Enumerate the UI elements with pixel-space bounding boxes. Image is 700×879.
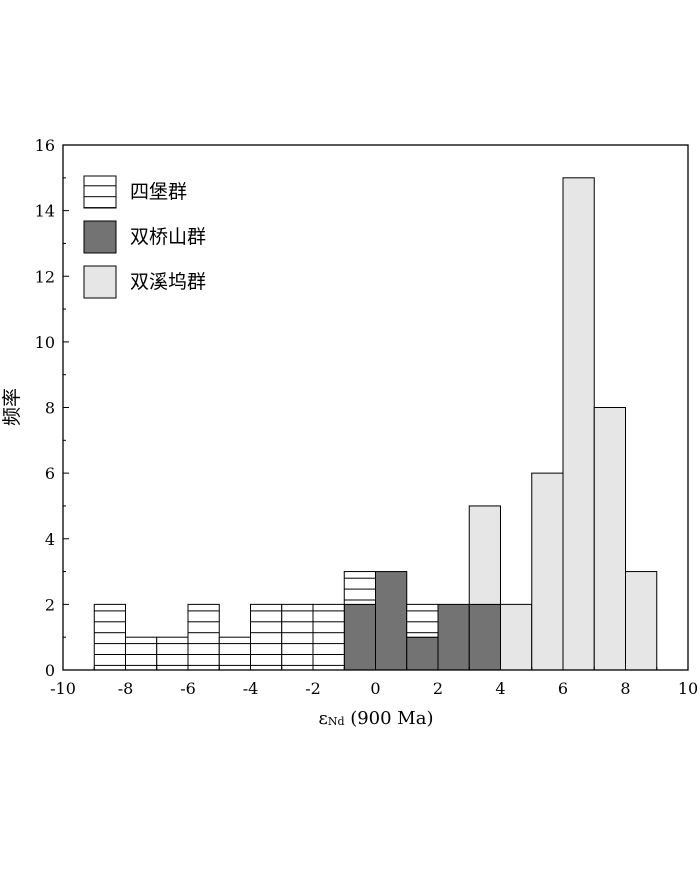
y-tick-label: 12 <box>35 267 55 286</box>
bar <box>562 177 595 671</box>
bar <box>93 603 126 671</box>
legend-swatch <box>83 220 117 254</box>
x-axis-label: εNd (900 Ma) <box>318 708 433 729</box>
legend-swatch <box>83 175 117 209</box>
bar <box>156 636 189 671</box>
legend-label: 双桥山群 <box>130 226 206 248</box>
x-axis-label-symbol: ε <box>318 708 327 729</box>
bar <box>593 407 626 671</box>
bars-layer <box>93 177 658 671</box>
bar <box>312 603 345 671</box>
bar <box>375 571 408 671</box>
x-tick-label: 2 <box>433 679 443 698</box>
x-tick-label: -4 <box>243 679 259 698</box>
x-tick-label: 6 <box>558 679 568 698</box>
x-axis-label-subscript: Nd <box>328 715 345 728</box>
x-tick-label: 10 <box>678 679 698 698</box>
y-tick-label: 8 <box>45 399 55 418</box>
x-tick-label: -8 <box>118 679 134 698</box>
legend-label: 双溪坞群 <box>130 271 206 293</box>
bar <box>406 603 439 638</box>
bar <box>437 603 470 671</box>
bar <box>500 603 533 671</box>
bar <box>343 603 376 671</box>
y-tick-label: 14 <box>35 202 55 221</box>
x-tick-label: 8 <box>620 679 630 698</box>
bar <box>531 472 564 671</box>
x-tick-label: 0 <box>370 679 380 698</box>
y-axis-label: 频率 <box>1 388 23 426</box>
y-tick-label: 0 <box>45 661 55 680</box>
y-tick-label: 2 <box>45 595 55 614</box>
bar <box>281 603 314 671</box>
axes-layer: -10 -8 -6 -4 -2 0 2 4 6 8 10 0 2 4 6 8 10 12 14 16 <box>35 136 699 698</box>
x-tick-label: -6 <box>180 679 196 698</box>
bar <box>218 636 251 671</box>
x-tick-label: -2 <box>305 679 321 698</box>
x-tick-label: -10 <box>50 679 76 698</box>
x-axis-label-rest: (900 Ma) <box>344 708 433 729</box>
bar <box>187 603 220 671</box>
y-tick-label: 10 <box>35 333 55 352</box>
bar <box>343 571 376 605</box>
y-tick-label: 6 <box>45 464 55 483</box>
bar <box>250 603 283 671</box>
bar <box>125 636 158 671</box>
bar <box>625 571 658 671</box>
bar <box>468 603 501 671</box>
legend-label: 四堡群 <box>130 181 187 203</box>
x-tick-label: 4 <box>495 679 505 698</box>
legend-swatch <box>83 265 117 299</box>
y-tick-label: 16 <box>35 136 55 155</box>
y-tick-label: 4 <box>45 530 55 549</box>
bar <box>406 636 439 671</box>
bar <box>468 505 501 605</box>
